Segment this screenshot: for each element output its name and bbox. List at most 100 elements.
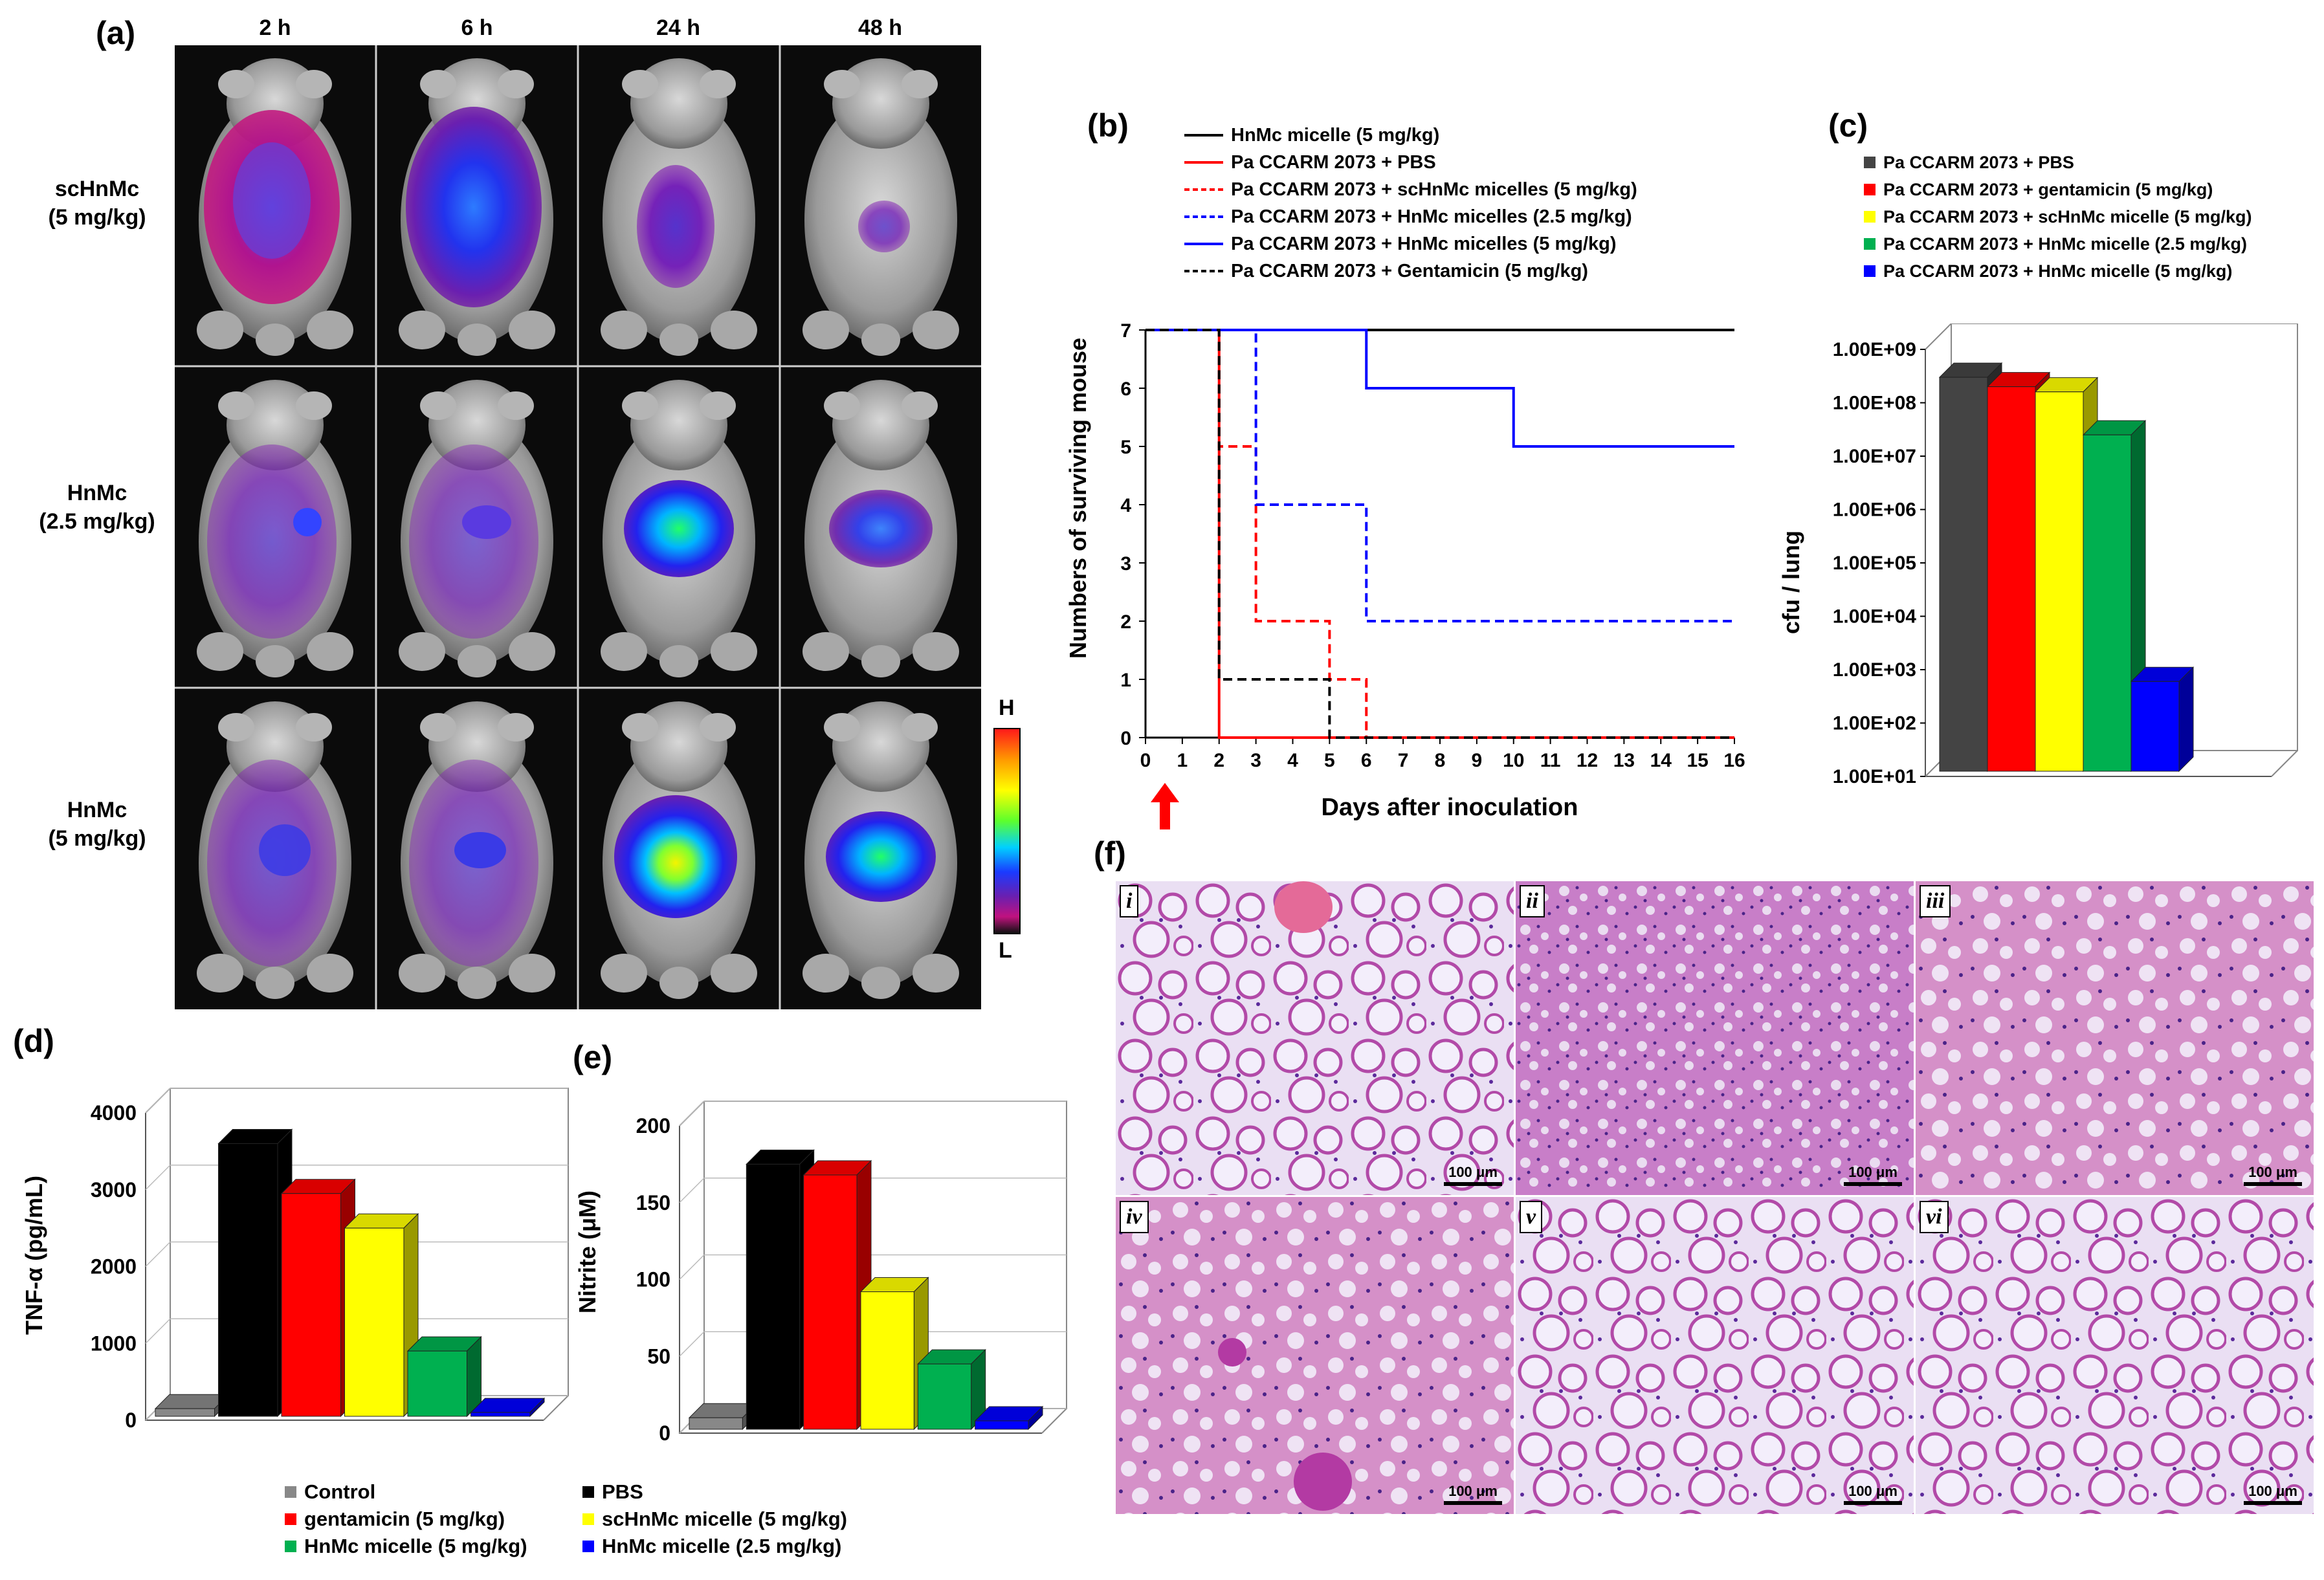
chart-b-y-tick-label: 1	[1120, 670, 1131, 691]
chart-c-y-tick-label: 1.00E+04	[1833, 606, 1917, 628]
chart-c: 1.00E+01 1.00E+02 1.00E+03 1.00E+04 1.00E+05…	[1778, 324, 2298, 787]
row-label-line2: (5 mg/kg)	[48, 205, 146, 230]
row-label-line2: (5 mg/kg)	[48, 826, 146, 851]
scale-bar-vi: 100 μm	[2244, 1483, 2302, 1505]
chart-d-y-tick-label: 3000	[91, 1178, 137, 1201]
chart-d-grid	[145, 1318, 171, 1344]
chart-b-xlabel: Days after inoculation	[1322, 794, 1578, 821]
legend-swatch-blue	[582, 1541, 594, 1552]
mouse-image-r2c3	[601, 380, 757, 677]
scale-bar-text: 100 μm	[1848, 1483, 1898, 1499]
chart-b-y-tick-label: 4	[1120, 495, 1131, 516]
mouse-image-r2c1	[197, 380, 353, 677]
chart-b-y-tick-label: 6	[1120, 379, 1131, 400]
legend-b: HnMc micelle (5 mg/kg) Pa CCARM 2073 + P…	[1184, 122, 1637, 285]
chart-d-y-tick-label: 2000	[91, 1255, 137, 1278]
chart-e-grid	[679, 1254, 705, 1280]
legend-swatch-green	[285, 1541, 296, 1552]
legend-b-item: HnMc micelle (5 mg/kg)	[1184, 122, 1637, 149]
subpanel-label-iii: iii	[1920, 885, 1951, 917]
time-label-6h: 6 h	[461, 16, 493, 40]
legend-de-label: HnMc micelle (5 mg/kg)	[304, 1535, 527, 1557]
time-label-2h: 2 h	[259, 16, 291, 40]
legend-b-item: Pa CCARM 2073 + Gentamicin (5 mg/kg)	[1184, 258, 1637, 285]
panel-d-label: (d)	[13, 1023, 54, 1059]
legend-b-label: Pa CCARM 2073 + HnMc micelles (5 mg/kg)	[1231, 233, 1617, 254]
legend-swatch-red	[285, 1513, 296, 1525]
histology-image-i	[1116, 881, 1514, 1195]
histology-iv: iv 100 μm	[1114, 1196, 1515, 1515]
chart-b-y-tick-label: 2	[1120, 611, 1131, 633]
chart-b-x-tick-label: 12	[1577, 750, 1598, 771]
row-label-line1: scHnMc	[54, 177, 140, 201]
chart-e-bar-4	[917, 1348, 986, 1431]
legend-b-item: Pa CCARM 2073 + HnMc micelles (5 mg/kg)	[1184, 230, 1637, 258]
treatment-arrow-icon	[1151, 783, 1179, 829]
legend-b-item: Pa CCARM 2073 + scHnMc micelles (5 mg/kg…	[1184, 176, 1637, 203]
legend-de-right: PBS scHnMc micelle (5 mg/kg) HnMc micell…	[582, 1478, 847, 1560]
mouse-image-r3c4	[802, 701, 959, 999]
chart-d-ylabel: TNF-α (pg/mL)	[21, 1176, 47, 1335]
chart-b-x-tick-label: 4	[1287, 750, 1298, 771]
chart-b-y-tick-label: 7	[1120, 320, 1131, 342]
legend-c-label: Pa CCARM 2073 + PBS	[1883, 152, 2074, 172]
histology-image-iii	[1916, 881, 2314, 1195]
legend-swatch-gray	[285, 1486, 296, 1498]
chart-b-x-tick-label: 16	[1723, 750, 1745, 771]
time-label-24h: 24 h	[656, 16, 701, 40]
chart-d-depth-edge	[543, 1395, 569, 1421]
legend-de-item: gentamicin (5 mg/kg)	[285, 1506, 527, 1533]
chart-e: 0 50 100 150 200 Nitrite (μM)	[576, 1101, 1067, 1445]
chart-b-x-tick-label: 11	[1540, 750, 1561, 771]
scale-bar-text: 100 μm	[1848, 1164, 1898, 1180]
scale-bar-text: 100 μm	[1448, 1164, 1498, 1180]
legend-de-label: Control	[304, 1480, 376, 1503]
mouse-image-r1c1	[197, 58, 353, 356]
scale-bar-iv: 100 μm	[1444, 1483, 1502, 1505]
legend-swatch-red	[1864, 184, 1876, 195]
legend-de-left: Control gentamicin (5 mg/kg) HnMc micell…	[285, 1478, 527, 1560]
legend-b-label: Pa CCARM 2073 + Gentamicin (5 mg/kg)	[1231, 260, 1588, 281]
scale-bar-iii: 100 μm	[2244, 1164, 2302, 1186]
subpanel-label-ii: ii	[1520, 885, 1545, 917]
legend-swatch-gray	[1864, 157, 1876, 168]
legend-c-label: Pa CCARM 2073 + HnMc micelle (2.5 mg/kg)	[1883, 234, 2247, 254]
chart-b-y-tick-label: 5	[1120, 437, 1131, 458]
chart-c-depth-edge	[2271, 750, 2298, 777]
chart-c-y-tick-label: 1.00E+02	[1833, 713, 1916, 734]
histology-image-iv	[1116, 1197, 1514, 1514]
mouse-imaging-svg	[175, 45, 981, 1009]
legend-line-black-solid	[1184, 134, 1223, 137]
histology-v: v 100 μm	[1514, 1196, 1915, 1515]
histology-image-vi	[1916, 1197, 2314, 1514]
subpanel-label-i: i	[1120, 885, 1139, 917]
histology-vi: vi 100 μm	[1914, 1196, 2315, 1515]
chart-d-y-tick-label: 0	[125, 1409, 137, 1432]
legend-de-item: HnMc micelle (5 mg/kg)	[285, 1533, 527, 1560]
chart-e-y-tick-label: 200	[636, 1114, 670, 1137]
subpanel-label-vi: vi	[1920, 1201, 1949, 1233]
chart-c-y-tick-label: 1.00E+03	[1833, 659, 1916, 681]
chart-e-depth-edge	[1041, 1408, 1067, 1434]
chart-e-grid	[679, 1101, 705, 1126]
legend-line-black-dashed	[1184, 270, 1223, 272]
chart-d-grid	[145, 1241, 171, 1267]
chart-e-grid	[679, 1331, 705, 1357]
scale-bar-ii: 100 μm	[1844, 1164, 1902, 1186]
legend-swatch-blue	[1864, 265, 1876, 277]
legend-de-label: gentamicin (5 mg/kg)	[304, 1508, 505, 1530]
chart-d-bar-0	[154, 1393, 230, 1418]
panel-a-label: (a)	[96, 15, 136, 51]
legend-swatch-yellow	[1864, 211, 1876, 223]
chart-d-bar-1	[217, 1128, 293, 1418]
scale-bar-v: 100 μm	[1844, 1483, 1902, 1505]
mouse-image-r2c2	[399, 380, 555, 677]
legend-b-label: HnMc micelle (5 mg/kg)	[1231, 124, 1440, 146]
legend-swatch-green	[1864, 238, 1876, 250]
chart-b-series-line-1	[1145, 329, 1734, 739]
chart-d-y-tick-label: 4000	[91, 1101, 137, 1125]
legend-line-blue-solid	[1184, 243, 1223, 245]
chart-d-grid	[145, 1165, 171, 1190]
chart-c-y-tick-label: 1.00E+08	[1833, 393, 1916, 414]
